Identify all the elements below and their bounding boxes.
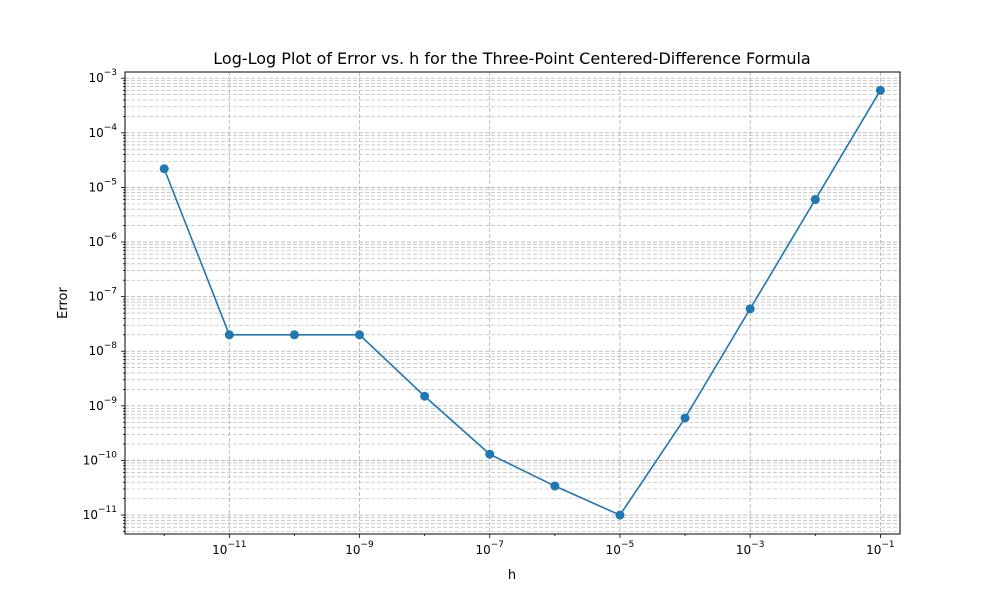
x-tick-label: 10−7 (475, 540, 504, 557)
data-point (875, 85, 885, 95)
y-tick-label: 10−5 (88, 177, 117, 194)
data-point (420, 391, 430, 401)
x-tick-label: 10−1 (866, 540, 895, 557)
y-tick-label: 10−7 (88, 287, 117, 304)
x-tick-label: 10−3 (736, 540, 765, 557)
data-point (680, 413, 690, 423)
x-axis-label: h (508, 568, 516, 583)
y-tick-label: 10−4 (88, 123, 117, 140)
grid (125, 72, 900, 534)
series-layer (159, 85, 885, 520)
plot-frame (124, 71, 901, 535)
y-tick-label: 10−8 (88, 341, 117, 358)
y-tick-label: 10−10 (83, 450, 118, 467)
data-point (224, 330, 234, 340)
data-point (159, 164, 169, 174)
data-point (810, 195, 820, 205)
y-tick-label: 10−6 (88, 232, 117, 249)
y-tick-label: 10−9 (88, 396, 117, 413)
y-axis-label: Error (56, 287, 71, 319)
y-tick-label: 10−3 (88, 68, 117, 85)
data-point (485, 449, 495, 459)
data-point (745, 304, 755, 314)
data-point (289, 330, 299, 340)
x-tick-label: 10−5 (606, 540, 635, 557)
chart-title: Log-Log Plot of Error vs. h for the Thre… (213, 49, 810, 68)
x-tick-label: 10−9 (345, 540, 374, 557)
y-tick-label: 10−11 (83, 505, 117, 522)
data-point (550, 481, 560, 491)
series-line (163, 89, 882, 516)
x-tick-label: 10−11 (212, 540, 246, 557)
data-point (355, 330, 365, 340)
data-point (615, 510, 625, 520)
